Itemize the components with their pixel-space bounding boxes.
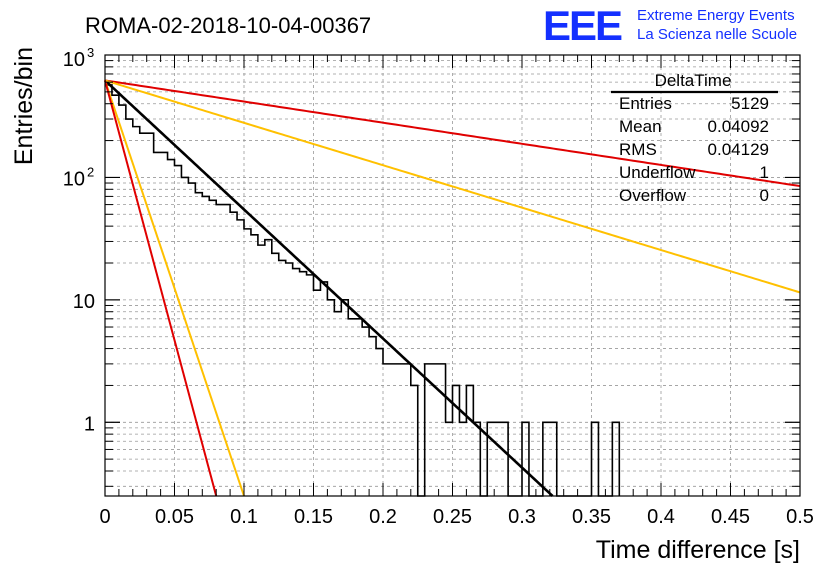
x-tick-label: 0.5 xyxy=(786,506,814,528)
stats-value-entries: 5129 xyxy=(731,94,769,113)
logo-line-1: Extreme Energy Events xyxy=(637,7,795,24)
stats-label-mean: Mean xyxy=(619,117,662,136)
curve-fit xyxy=(104,79,554,497)
histogram xyxy=(105,84,621,497)
stats-label-entries: Entries xyxy=(619,94,672,113)
axes: 0 0.05 0.1 0.15 0.2 0.25 0.3 0.35 0.4 0.45 0.51101… xyxy=(63,45,814,528)
y-tick-exponent: 2 xyxy=(87,164,94,179)
curve-yellow-fast xyxy=(104,80,245,497)
x-tick-label: 0.45 xyxy=(711,506,750,528)
y-tick-exponent: 3 xyxy=(87,45,94,60)
y-tick-label: 1 xyxy=(84,413,95,435)
x-tick-label: 0.3 xyxy=(508,506,536,528)
stats-value-mean: 0.04092 xyxy=(708,117,769,136)
histogram-outline xyxy=(105,84,621,497)
stats-value-rms: 0.04129 xyxy=(708,140,769,159)
y-axis-label: Entries/bin xyxy=(10,47,38,165)
x-axis-label: Time difference [s] xyxy=(596,536,800,564)
y-tick-label: 10 xyxy=(63,49,85,71)
fit-curves xyxy=(104,79,801,497)
eee-logo: EEE Extreme Energy Events La Scienza nel… xyxy=(543,2,797,49)
x-tick-label: 0.05 xyxy=(155,506,194,528)
y-tick-label: 10 xyxy=(63,168,85,190)
x-tick-label: 0.25 xyxy=(433,506,472,528)
x-tick-label: 0.2 xyxy=(369,506,397,528)
x-tick-label: 0.15 xyxy=(294,506,333,528)
curve-red-fast xyxy=(104,80,218,497)
stats-value-underflow: 1 xyxy=(760,163,769,182)
x-tick-label: 0 xyxy=(99,506,110,528)
x-tick-label: 0.35 xyxy=(572,506,611,528)
stats-label-overflow: Overflow xyxy=(619,186,687,205)
x-tick-label: 0.1 xyxy=(230,506,258,528)
stats-label-rms: RMS xyxy=(619,140,657,159)
curve-yellow-slow xyxy=(104,79,801,294)
eee-logo-mark: EEE xyxy=(543,2,622,49)
stats-box: DeltaTime Entries 5129 Mean 0.04092 RMS … xyxy=(611,71,778,205)
stats-value-overflow: 0 xyxy=(760,186,769,205)
logo-line-2: La Scienza nelle Scuole xyxy=(637,26,797,43)
x-tick-label: 0.4 xyxy=(647,506,675,528)
curve-red-slow xyxy=(104,79,801,188)
stats-title: DeltaTime xyxy=(655,71,732,90)
stats-label-underflow: Underflow xyxy=(619,163,696,182)
y-tick-label: 10 xyxy=(73,291,95,313)
chart-title: ROMA-02-2018-10-04-00367 xyxy=(85,13,371,38)
